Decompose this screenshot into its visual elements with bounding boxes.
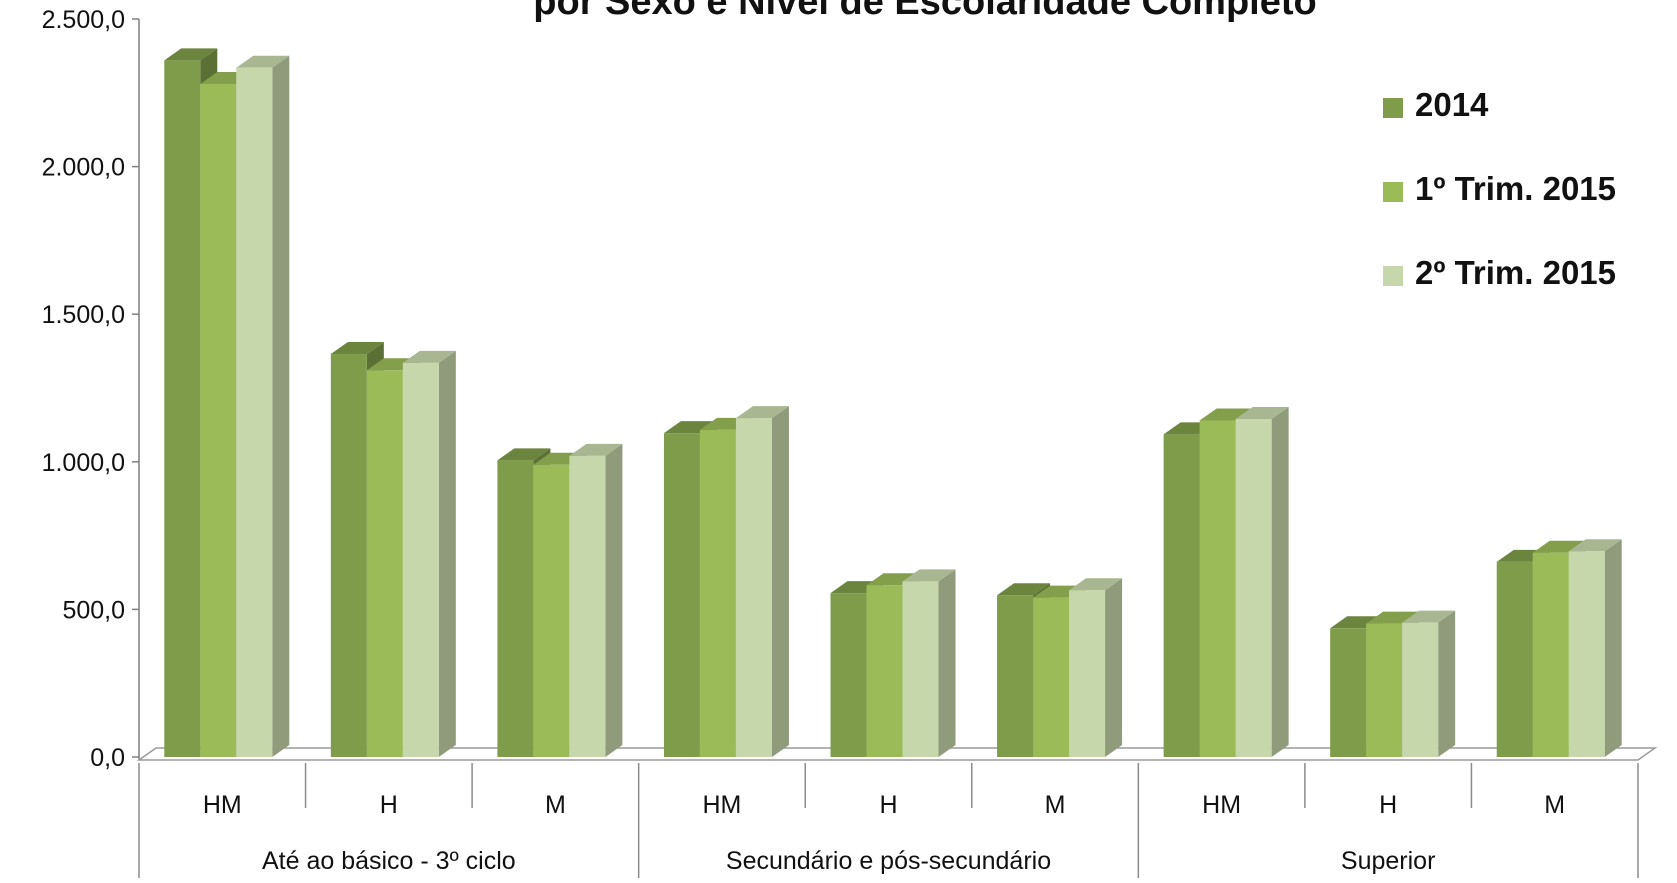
x-category-label: M [1544,791,1565,819]
bar [1069,578,1123,757]
bar-front-face [236,67,273,757]
bar-front-face [1496,561,1533,757]
bar-front-face [1199,420,1236,757]
bar-front-face [902,581,939,757]
bar-side-face [1105,578,1123,757]
bar-top-face [1235,406,1289,419]
bar-front-face [866,585,903,757]
x-category-label: HM [702,791,741,819]
bar-side-face [605,443,623,757]
x-group-label: Superior [1341,847,1436,875]
bar-front-face [402,362,439,757]
bar-top-face [902,569,956,582]
y-tick-label: 0,0 [90,744,125,772]
legend-swatch [1383,98,1403,118]
y-tick-label: 1.000,0 [42,449,125,477]
bar-top-face [1069,578,1123,591]
axes-layer [132,18,1658,878]
bar-front-face [997,595,1034,757]
x-group-label: Secundário e pós-secundário [726,847,1051,875]
bar-front-face [1235,418,1272,757]
bar-side-face [938,569,956,757]
x-category-label: HM [203,791,242,819]
bar-front-face [1163,434,1200,757]
floor-plane [136,747,1658,761]
y-tick-labels: 0,0 500,0 1.000,0 1.500,0 2.000,0 2.500,0 [42,6,125,772]
bar-front-face [1402,622,1439,757]
legend-swatch [1383,266,1403,286]
bar-side-face [1271,406,1289,757]
bar-top-face [569,443,623,456]
bar-front-face [330,354,367,757]
bar-top-face [1568,539,1622,552]
bar-side-face [1604,539,1622,757]
bar [735,406,789,757]
bar-side-face [272,55,290,757]
bar-front-face [366,370,403,757]
bar-top-face [330,342,384,355]
bar-front-face [830,593,867,757]
bar-top-face [402,350,456,363]
bar-front-face [663,433,700,757]
y-tick-label: 2.000,0 [42,154,125,182]
x-category-label: M [545,791,566,819]
bar-side-face [1438,610,1456,757]
legend: 2014 1º Trim. 2015 2º Trim. 2015 [1383,86,1616,291]
bar-front-face [533,464,570,757]
bar-top-face [735,406,789,419]
bar-front-face [1532,552,1569,757]
bar-top-face [1402,610,1456,623]
y-tick-label: 1.500,0 [42,301,125,329]
bar [1568,539,1622,757]
legend-label: 2º Trim. 2015 [1415,254,1616,291]
bar-front-face [699,429,736,757]
bar-front-face [497,460,534,757]
chart-title: por Sexo e Nível de Escolaridade Complet… [533,0,1316,23]
bar [402,350,456,757]
x-group-label: Até ao básico - 3º ciclo [262,847,516,875]
x-category-label: H [879,791,897,819]
x-category-label: H [380,791,398,819]
x-category-label: M [1045,791,1066,819]
bar-front-face [1069,590,1106,757]
bar-side-face [438,350,456,757]
bar-front-face [1366,623,1403,757]
bars-layer [164,48,1622,758]
bar-front-face [1568,551,1605,757]
bar-front-face [569,455,606,757]
y-tick-label: 2.500,0 [42,6,125,34]
bar-front-face [735,418,772,757]
bar-top-face [164,48,218,61]
bar-top-face [236,55,290,68]
legend-label: 1º Trim. 2015 [1415,170,1616,207]
bar-side-face [771,406,789,757]
bar-top-face [997,583,1051,596]
bar-front-face [1033,597,1070,757]
bar [569,443,623,757]
x-category-label: HM [1202,791,1241,819]
bar-front-face [164,60,201,757]
x-category-label: H [1379,791,1397,819]
y-tick-label: 500,0 [62,596,125,624]
bar-front-face [1330,628,1367,757]
bar [1235,406,1289,757]
bar [902,569,956,757]
bar-front-face [200,83,237,758]
legend-label: 2014 [1415,86,1489,123]
bar [1402,610,1456,757]
legend-swatch [1383,182,1403,202]
bar-top-face [497,448,551,461]
bar [236,55,290,757]
